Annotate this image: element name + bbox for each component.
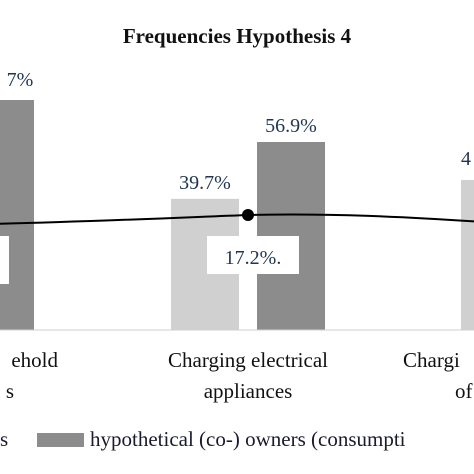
category-labels: ehold s Charging electrical appliances C… [6,348,473,403]
category-label-charging-line2: appliances [204,379,293,403]
category-label-right-line1: Chargi [403,348,460,372]
bar-label-1-3-partial: 4 [461,148,471,170]
trend-point-charging-electrical-appliances [242,209,254,221]
left-label-box [0,236,9,284]
legend: s hypothetical (co-) owners (consumpti [0,427,406,451]
trend-line-layer: 17.2%. [0,209,474,284]
trend-label-box [207,236,299,274]
category-label-household-line1: ehold [11,348,58,372]
trend-value-label: 17.2%. [225,247,282,269]
bar-label-2-1-partial: 7% [7,69,34,91]
legend-label-series-2: hypothetical (co-) owners (consumpti [90,427,406,451]
bar-1-3-partial [461,180,474,330]
bar-label-1-2: 39.7% [179,172,231,194]
chart-title: Frequencies Hypothesis 4 [123,24,352,48]
bar-label-2-2: 56.9% [265,115,317,137]
legend-label-series-1: s [0,427,8,451]
bar-2-1-partial [0,100,34,330]
legend-swatch-series-2 [37,433,84,447]
category-label-household-line2: s [6,379,14,403]
category-label-charging-line1: Charging electrical [168,348,328,372]
category-label-right-line2: of [455,379,473,403]
